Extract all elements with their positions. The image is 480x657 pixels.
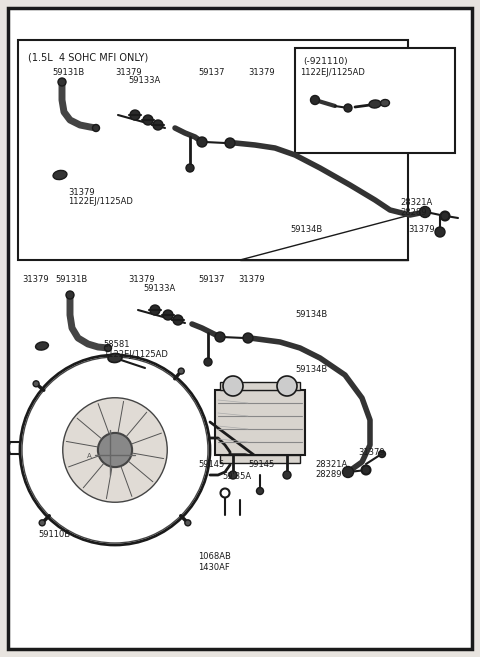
Text: A: A [87,453,92,459]
Circle shape [435,227,445,237]
Circle shape [215,332,225,342]
Text: 59131B: 59131B [55,275,87,284]
Text: 59110B: 59110B [38,530,70,539]
Text: (-921110): (-921110) [303,57,348,66]
Text: 59137: 59137 [198,68,225,77]
Circle shape [143,115,153,125]
Circle shape [63,397,167,502]
Circle shape [39,520,45,526]
Text: 1430AF: 1430AF [198,563,230,572]
Text: 1122EJ/1125AD: 1122EJ/1125AD [300,68,365,77]
Text: 59134B: 59134B [295,310,327,319]
Text: 1122EJ/1125AD: 1122EJ/1125AD [103,350,168,359]
Circle shape [173,315,183,325]
Text: 28289: 28289 [400,208,427,217]
Bar [295,48,455,153]
Text: 59145: 59145 [198,460,224,469]
Circle shape [197,137,207,147]
Circle shape [153,120,163,130]
Text: 59145: 59145 [248,460,274,469]
Text: 1068AB: 1068AB [198,552,231,561]
Text: 28321A: 28321A [315,460,347,469]
Circle shape [130,110,140,120]
Circle shape [229,471,237,479]
Text: 31379: 31379 [238,275,264,284]
Circle shape [58,78,66,86]
Circle shape [420,206,431,217]
Circle shape [283,471,291,479]
Circle shape [98,433,132,467]
Circle shape [379,451,385,457]
Text: 59131B: 59131B [52,68,84,77]
Text: 59134B: 59134B [295,365,327,374]
Text: 31379: 31379 [128,275,155,284]
Text: 59133A: 59133A [143,284,175,293]
Text: 31379: 31379 [115,68,142,77]
Circle shape [163,310,173,320]
Circle shape [66,291,74,299]
Circle shape [243,333,253,343]
Text: 28321A: 28321A [400,198,432,207]
Circle shape [277,376,297,396]
Circle shape [33,381,39,387]
Text: 58581: 58581 [103,340,130,349]
Circle shape [220,489,229,497]
Text: 59'35A: 59'35A [222,472,251,481]
Text: 1122EJ/1125AD: 1122EJ/1125AD [68,197,133,206]
Circle shape [225,138,235,148]
Ellipse shape [381,99,389,106]
Circle shape [204,358,212,366]
Circle shape [105,344,111,351]
Circle shape [256,487,264,495]
Circle shape [311,95,320,104]
Circle shape [150,305,160,315]
Text: 59133A: 59133A [128,76,160,85]
Circle shape [344,104,352,112]
Text: 28289: 28289 [315,470,341,479]
Text: 31379: 31379 [408,225,434,234]
Circle shape [186,164,194,172]
Text: 59137: 59137 [198,275,225,284]
Bar [220,455,300,463]
Circle shape [343,466,353,478]
Circle shape [223,376,243,396]
Text: 31379: 31379 [22,275,48,284]
Circle shape [93,124,99,131]
Text: 31379: 31379 [248,68,275,77]
Ellipse shape [108,353,122,363]
Bar [215,390,305,455]
Bar [18,40,408,260]
Circle shape [361,466,371,474]
Circle shape [20,355,210,545]
Text: (1.5L  4 SOHC MFI ONLY): (1.5L 4 SOHC MFI ONLY) [28,52,148,62]
Text: 59134B: 59134B [290,225,322,234]
Circle shape [185,520,191,526]
Circle shape [178,368,184,374]
Ellipse shape [36,342,48,350]
Bar [220,382,300,390]
Text: 31379: 31379 [358,448,384,457]
Circle shape [441,212,449,221]
Ellipse shape [53,170,67,179]
Text: 31379: 31379 [68,188,95,197]
Ellipse shape [369,100,381,108]
